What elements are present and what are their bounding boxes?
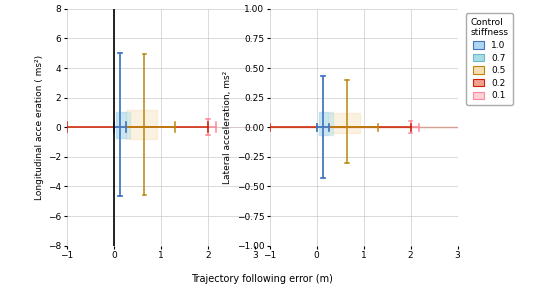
Y-axis label: Lateral acceleration, ms²: Lateral acceleration, ms²: [223, 71, 233, 184]
Text: Trajectory following error (m): Trajectory following error (m): [191, 274, 333, 284]
Legend: 1.0, 0.7, 0.5, 0.2, 0.1: 1.0, 0.7, 0.5, 0.2, 0.1: [466, 13, 513, 105]
Y-axis label: Longitudinal acce eration ( ms²): Longitudinal acce eration ( ms²): [35, 55, 44, 200]
